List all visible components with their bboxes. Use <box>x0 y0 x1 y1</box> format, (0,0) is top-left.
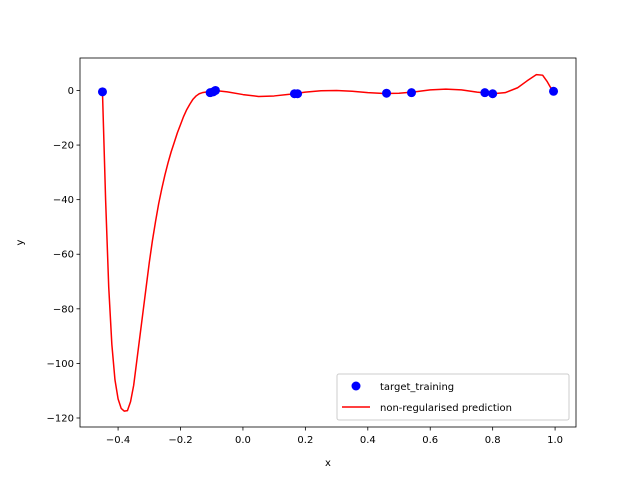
x-axis-ticks: −0.4 −0.2 0.0 0.2 0.4 0.6 0.8 1.0 <box>106 427 563 446</box>
y-tick-label: −40 <box>53 195 74 206</box>
x-tick-label: −0.4 <box>106 435 130 446</box>
y-tick-label: −120 <box>47 413 74 424</box>
legend-label-prediction: non-regularised prediction <box>380 403 512 414</box>
x-tick-label: 0.2 <box>297 435 313 446</box>
y-axis-label: y <box>15 239 26 245</box>
y-tick-label: −100 <box>47 359 74 370</box>
y-tick-label: −60 <box>53 250 74 261</box>
x-tick-label: 1.0 <box>547 435 563 446</box>
legend: target_training non-regularised predicti… <box>336 373 570 421</box>
y-axis-ticks: 0 −20 −40 −60 −80 −100 −120 <box>47 86 80 424</box>
training-point <box>488 89 498 99</box>
legend-label-target-training: target_training <box>380 382 454 393</box>
training-point <box>549 86 559 96</box>
training-point <box>293 89 303 99</box>
x-axis-label: x <box>325 458 331 469</box>
training-point <box>210 85 220 95</box>
training-point <box>97 87 107 97</box>
plot-area <box>79 57 577 428</box>
legend-box <box>336 373 570 421</box>
x-tick-label: 0.4 <box>360 435 376 446</box>
legend-marker-target-training <box>351 381 361 391</box>
y-tick-label: −80 <box>53 304 74 315</box>
x-tick-label: −0.2 <box>168 435 192 446</box>
y-tick-label: −20 <box>53 141 74 152</box>
x-tick-label: 0.8 <box>485 435 501 446</box>
y-tick-label: 0 <box>68 86 74 97</box>
axes-frame <box>79 57 577 428</box>
training-point <box>382 88 392 98</box>
x-tick-label: 0.6 <box>422 435 438 446</box>
training-point <box>480 88 490 98</box>
x-tick-label: 0.0 <box>235 435 251 446</box>
prediction-line <box>101 73 555 412</box>
training-point <box>407 88 416 98</box>
